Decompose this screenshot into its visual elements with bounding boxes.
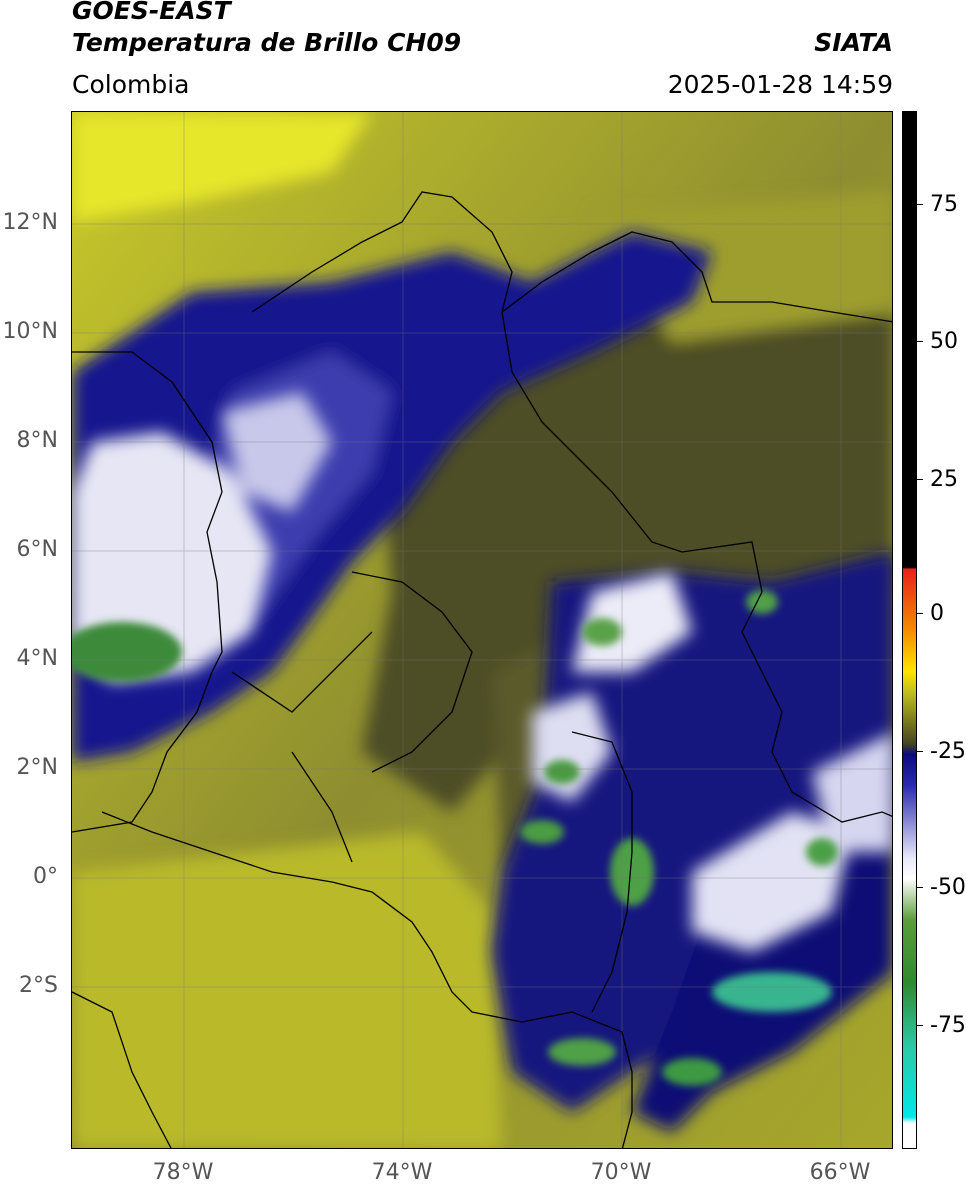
colorbar-tickmark [917, 204, 923, 205]
product-title: Temperatura de Brillo CH09 [72, 28, 462, 57]
satellite-map[interactable] [71, 111, 893, 1149]
very-cold-tops [72, 392, 892, 952]
colorbar-tick-25: 25 [930, 467, 958, 492]
colorbar-tickmark [917, 887, 923, 888]
graticule [72, 112, 892, 1148]
region-label: Colombia [72, 70, 190, 99]
lat-label-10n: 10°N [2, 319, 58, 344]
lat-label-8n: 8°N [16, 428, 58, 453]
colorbar-tick-50: 50 [930, 329, 958, 354]
lat-label-2n: 2°N [16, 755, 58, 780]
satellite-title: GOES-EAST [72, 0, 231, 25]
temperature-colorbar [902, 111, 917, 1149]
colorbar-tick-minus75: -75 [930, 1013, 966, 1038]
lon-label-74w: 74°W [371, 1160, 433, 1185]
country-borders [72, 191, 892, 1148]
lat-label-2s: 2°S [19, 973, 58, 998]
colorbar-tickmark [917, 341, 923, 342]
colorbar-tick-minus50: -50 [930, 875, 966, 900]
colorbar-tickmark [917, 1025, 923, 1026]
lon-label-66w: 66°W [809, 1160, 871, 1185]
lat-label-6n: 6°N [16, 537, 58, 562]
lon-label-70w: 70°W [590, 1160, 652, 1185]
lat-label-4n: 4°N [16, 646, 58, 671]
lat-label-0: 0° [33, 864, 58, 889]
coldest-cores [72, 590, 838, 1086]
lat-label-12n: 12°N [2, 210, 58, 235]
lon-label-78w: 78°W [152, 1160, 214, 1185]
colorbar-tickmark [917, 479, 923, 480]
colorbar-tick-0: 0 [930, 601, 944, 626]
colorbar-tickmark [917, 613, 923, 614]
map-canvas [72, 112, 892, 1148]
colorbar-tick-75: 75 [930, 192, 958, 217]
colorbar-tick-minus25: -25 [930, 739, 966, 764]
datetime-label: 2025-01-28 14:59 [667, 70, 893, 99]
colorbar-tickmark [917, 751, 923, 752]
agency-label: SIATA [814, 28, 893, 57]
